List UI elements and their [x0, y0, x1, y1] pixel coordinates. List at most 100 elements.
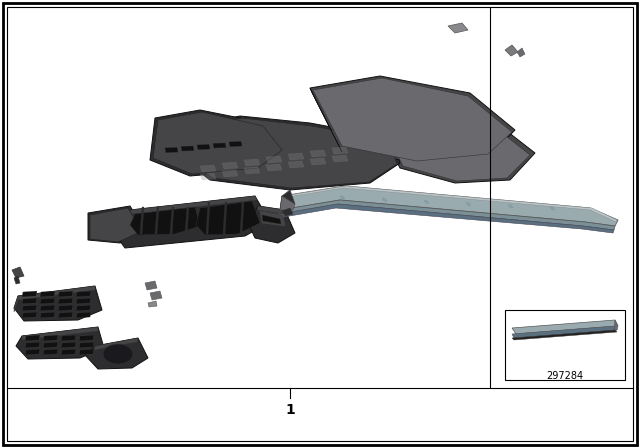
- Polygon shape: [150, 110, 285, 176]
- Polygon shape: [58, 305, 73, 311]
- Polygon shape: [262, 215, 281, 224]
- Polygon shape: [130, 207, 200, 235]
- Polygon shape: [155, 207, 159, 234]
- Polygon shape: [288, 153, 304, 160]
- Polygon shape: [257, 206, 285, 214]
- Polygon shape: [22, 312, 37, 318]
- Polygon shape: [185, 207, 189, 234]
- Polygon shape: [222, 162, 238, 169]
- Polygon shape: [88, 206, 145, 243]
- Polygon shape: [22, 305, 37, 311]
- Polygon shape: [512, 320, 618, 334]
- Polygon shape: [512, 330, 617, 340]
- Polygon shape: [288, 161, 304, 168]
- Polygon shape: [61, 335, 76, 341]
- Polygon shape: [79, 349, 94, 355]
- Polygon shape: [197, 145, 210, 150]
- Polygon shape: [340, 196, 345, 199]
- Polygon shape: [181, 146, 194, 151]
- Text: 1: 1: [285, 403, 295, 417]
- Polygon shape: [508, 205, 513, 208]
- Polygon shape: [22, 291, 37, 297]
- Polygon shape: [280, 196, 295, 210]
- Polygon shape: [58, 291, 73, 297]
- Polygon shape: [12, 267, 24, 278]
- Polygon shape: [61, 349, 76, 355]
- Polygon shape: [40, 305, 55, 311]
- Polygon shape: [200, 173, 216, 180]
- Polygon shape: [223, 202, 227, 234]
- Polygon shape: [222, 170, 238, 177]
- Polygon shape: [310, 76, 515, 163]
- Polygon shape: [112, 196, 270, 248]
- Polygon shape: [248, 206, 295, 243]
- Polygon shape: [614, 320, 618, 330]
- Polygon shape: [22, 298, 37, 304]
- Polygon shape: [280, 190, 295, 210]
- Polygon shape: [382, 198, 387, 201]
- Polygon shape: [505, 45, 518, 56]
- Polygon shape: [170, 207, 174, 234]
- Polygon shape: [14, 296, 18, 312]
- Polygon shape: [375, 103, 530, 181]
- Polygon shape: [43, 335, 58, 341]
- Polygon shape: [76, 305, 91, 311]
- Polygon shape: [25, 349, 40, 355]
- Polygon shape: [332, 147, 348, 154]
- Polygon shape: [79, 335, 94, 341]
- Polygon shape: [58, 298, 73, 304]
- Polygon shape: [40, 312, 55, 318]
- Polygon shape: [240, 202, 244, 234]
- Polygon shape: [196, 201, 260, 235]
- Polygon shape: [153, 112, 282, 174]
- Bar: [505, 310, 625, 380]
- Polygon shape: [130, 196, 257, 214]
- Polygon shape: [40, 298, 55, 304]
- Polygon shape: [310, 150, 326, 157]
- Polygon shape: [85, 338, 148, 369]
- Polygon shape: [244, 167, 260, 174]
- Polygon shape: [76, 298, 91, 304]
- Polygon shape: [278, 200, 615, 230]
- Polygon shape: [313, 78, 512, 161]
- Polygon shape: [517, 48, 525, 57]
- Polygon shape: [148, 301, 157, 307]
- Polygon shape: [278, 204, 614, 233]
- Polygon shape: [165, 147, 178, 152]
- Polygon shape: [25, 335, 40, 341]
- Polygon shape: [282, 186, 617, 222]
- Polygon shape: [260, 211, 285, 226]
- Polygon shape: [90, 208, 142, 242]
- Polygon shape: [150, 291, 162, 300]
- Polygon shape: [16, 327, 104, 359]
- Polygon shape: [466, 202, 471, 206]
- Polygon shape: [266, 164, 282, 171]
- Polygon shape: [22, 327, 98, 340]
- Polygon shape: [448, 23, 468, 33]
- Polygon shape: [79, 342, 94, 348]
- Polygon shape: [76, 291, 91, 297]
- Polygon shape: [266, 156, 282, 163]
- Polygon shape: [244, 159, 260, 166]
- Polygon shape: [424, 200, 429, 203]
- Polygon shape: [175, 128, 190, 158]
- Polygon shape: [145, 281, 157, 290]
- Polygon shape: [14, 276, 20, 284]
- Polygon shape: [94, 338, 138, 350]
- Polygon shape: [370, 100, 420, 116]
- Text: 297284: 297284: [547, 371, 584, 381]
- Polygon shape: [178, 118, 397, 188]
- Polygon shape: [43, 349, 58, 355]
- Polygon shape: [206, 202, 210, 234]
- Polygon shape: [332, 155, 348, 162]
- Polygon shape: [512, 326, 617, 338]
- Polygon shape: [370, 100, 535, 183]
- Polygon shape: [61, 342, 76, 348]
- Polygon shape: [550, 207, 555, 210]
- Polygon shape: [282, 208, 293, 216]
- Polygon shape: [229, 142, 242, 146]
- Polygon shape: [213, 143, 226, 148]
- Polygon shape: [140, 207, 144, 234]
- Polygon shape: [18, 286, 95, 300]
- Polygon shape: [103, 344, 133, 364]
